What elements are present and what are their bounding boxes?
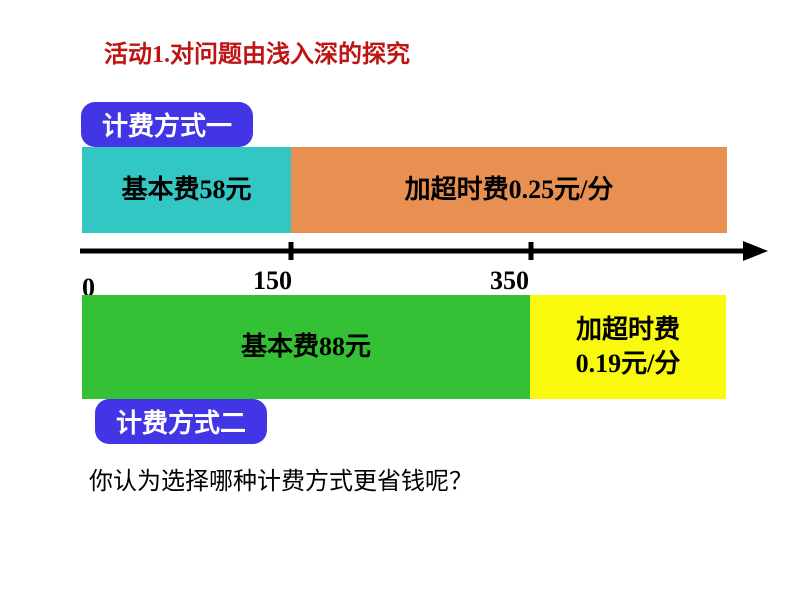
plan-one-pill: 计费方式一 [81, 102, 253, 147]
plan-one-bar: 基本费58元加超时费0.25元/分 [82, 147, 727, 233]
number-line-axis [80, 231, 778, 271]
axis-tick-label: 350 [490, 266, 529, 296]
bar-segment: 加超时费0.25元/分 [291, 147, 727, 233]
plan-two-label: 计费方式二 [116, 403, 246, 440]
bar-segment: 加超时费 0.19元/分 [530, 295, 726, 399]
bar-segment: 基本费88元 [82, 295, 530, 399]
plan-two-pill: 计费方式二 [95, 399, 267, 444]
slide-title: 活动1.对问题由浅入深的探究 [104, 34, 410, 69]
slide-title-text: 活动1.对问题由浅入深的探究 [104, 42, 410, 68]
bar-segment: 基本费58元 [82, 147, 291, 233]
axis-tick-label: 150 [253, 266, 292, 296]
question-text: 你认为选择哪种计费方式更省钱呢？ [89, 469, 473, 495]
question-text-container: 你认为选择哪种计费方式更省钱呢？ [89, 461, 473, 496]
plan-one-label: 计费方式一 [102, 106, 232, 143]
plan-two-bar: 基本费88元加超时费 0.19元/分 [82, 295, 726, 399]
